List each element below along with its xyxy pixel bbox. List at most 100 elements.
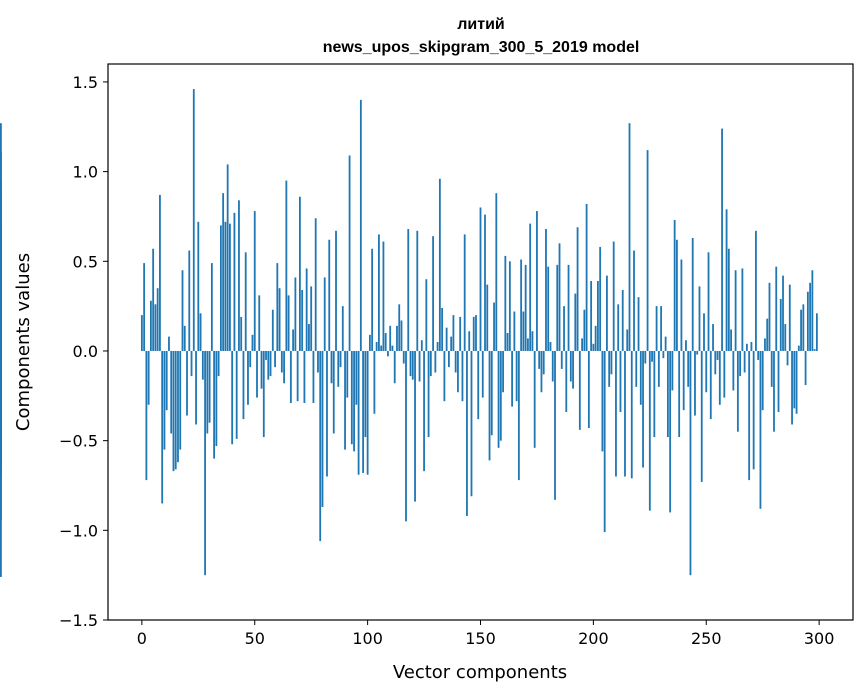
bar-277 xyxy=(766,318,769,351)
bar-150 xyxy=(479,207,482,351)
bar-66 xyxy=(289,350,292,403)
bar-291 xyxy=(797,345,800,351)
bar-165 xyxy=(513,311,516,351)
bar-53 xyxy=(260,350,263,389)
bar-290 xyxy=(795,350,798,414)
bar-161 xyxy=(504,255,507,351)
x-tick-label: 300 xyxy=(804,629,835,648)
bar-10 xyxy=(163,350,166,450)
bar-52 xyxy=(258,295,261,351)
bar-75 xyxy=(310,286,313,351)
bar-212 xyxy=(619,350,622,412)
bar-102 xyxy=(371,248,374,351)
bar-242 xyxy=(687,350,690,387)
bar-297 xyxy=(811,270,814,351)
bar-269 xyxy=(748,350,751,481)
bar-12 xyxy=(168,336,170,351)
bar-238 xyxy=(678,350,681,438)
bar-18 xyxy=(181,270,184,351)
bar-35 xyxy=(219,225,222,351)
bar-292 xyxy=(800,309,802,351)
bar-129 xyxy=(432,236,434,351)
y-tick-label: 0.0 xyxy=(73,342,98,361)
bar-181 xyxy=(549,342,552,351)
bar-252 xyxy=(709,350,712,420)
bar-196 xyxy=(583,309,586,351)
bar-229 xyxy=(657,350,660,387)
bar-98 xyxy=(362,350,365,473)
bar-146 xyxy=(470,350,473,497)
bar-144 xyxy=(466,350,468,516)
bar-263 xyxy=(734,270,737,351)
bar-32 xyxy=(213,350,216,459)
bar-216 xyxy=(628,123,631,351)
bar-82 xyxy=(326,350,328,477)
bar-257 xyxy=(721,128,723,351)
bar-16 xyxy=(177,350,179,463)
bar-235 xyxy=(671,350,674,391)
bar-283 xyxy=(779,298,782,351)
bar-20 xyxy=(186,350,188,416)
bar-296 xyxy=(809,282,812,351)
bar-264 xyxy=(736,350,739,432)
bar-55 xyxy=(265,350,267,360)
bar-127 xyxy=(427,350,430,438)
bar-59 xyxy=(274,350,276,368)
bar-188 xyxy=(565,350,568,412)
bar-168 xyxy=(520,259,523,351)
bar-166 xyxy=(515,350,518,402)
bar-46 xyxy=(244,252,247,351)
bar-177 xyxy=(540,350,543,393)
y-tick-label: −1.0 xyxy=(59,521,98,540)
bar-26 xyxy=(199,313,202,351)
bar-273 xyxy=(757,350,760,360)
bar-48 xyxy=(249,350,252,368)
bar-183 xyxy=(554,350,556,500)
bar-224 xyxy=(646,150,649,351)
bar-282 xyxy=(777,350,780,412)
bar-14 xyxy=(172,350,175,472)
bar-170 xyxy=(524,264,527,351)
bar-272 xyxy=(755,230,757,351)
bar-262 xyxy=(732,350,735,391)
bar-197 xyxy=(585,203,588,351)
bar-3 xyxy=(147,350,150,405)
bar-28 xyxy=(204,350,206,576)
bar-134 xyxy=(443,350,446,402)
bar-34 xyxy=(217,350,220,377)
bar-72 xyxy=(303,350,306,403)
bar-205 xyxy=(603,350,606,533)
bar-251 xyxy=(707,252,710,351)
bar-285 xyxy=(784,324,787,351)
bar-148 xyxy=(475,315,477,351)
bar-30 xyxy=(208,350,211,423)
bar-222 xyxy=(642,350,644,468)
bar-191 xyxy=(572,350,574,389)
bar-233 xyxy=(666,350,669,438)
bar-9 xyxy=(161,350,164,504)
bar-286 xyxy=(786,350,789,366)
bar-95 xyxy=(355,350,358,405)
bar-37 xyxy=(224,221,227,351)
bar-29 xyxy=(206,350,209,434)
bar-255 xyxy=(716,350,719,360)
bar-199 xyxy=(590,281,593,351)
bar-135 xyxy=(445,327,448,351)
bar-50 xyxy=(253,211,256,351)
bar-47 xyxy=(247,350,249,405)
bar-243 xyxy=(689,350,692,576)
bar-36 xyxy=(222,193,225,351)
bar-163 xyxy=(508,261,511,351)
bar-189 xyxy=(567,264,570,351)
bar-192 xyxy=(574,293,577,351)
bar-256 xyxy=(718,350,721,405)
bar-70 xyxy=(298,196,301,351)
bar-289 xyxy=(793,350,796,409)
bar-228 xyxy=(655,306,658,351)
bar-54 xyxy=(262,350,265,438)
plot-frame xyxy=(107,63,854,621)
bar-221 xyxy=(639,350,642,405)
bar-293 xyxy=(802,304,805,351)
bar-159 xyxy=(499,350,502,441)
bar-115 xyxy=(400,320,403,351)
